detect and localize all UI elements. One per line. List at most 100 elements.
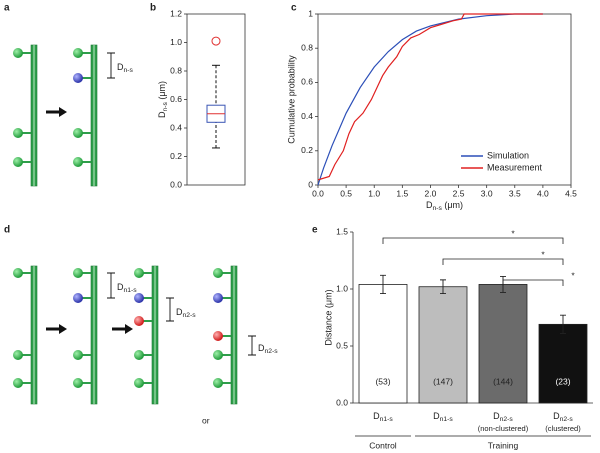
n-label: (23) — [555, 376, 570, 386]
x-tick-label: 4.0 — [537, 188, 549, 198]
label-base: D — [117, 62, 124, 72]
label: Dn-s — [117, 62, 134, 73]
group-label: Control — [369, 440, 397, 450]
plot-frame — [317, 13, 572, 186]
or-text: or — [202, 415, 210, 425]
significance-label: * — [571, 270, 575, 280]
x-tick-label: 4.5 — [565, 188, 577, 198]
label-base: D — [157, 111, 167, 118]
y-axis-label: Distance (μm) — [323, 289, 333, 345]
label: Dn-s (μm) — [157, 81, 168, 118]
label: Dn2-s — [553, 411, 573, 422]
spine-head — [213, 331, 223, 341]
label: Dn1-s — [117, 282, 137, 293]
significance-label: * — [511, 228, 515, 238]
label-base: D — [176, 307, 183, 317]
bar — [538, 323, 588, 404]
label-sub: n-s — [124, 67, 134, 74]
spine-head — [134, 350, 144, 360]
y-tick-label: 0.0 — [336, 397, 348, 407]
label: Dn-s (μm) — [426, 200, 463, 211]
x-tick-label: 3.0 — [481, 188, 493, 198]
significance-label: * — [541, 249, 545, 259]
outlier — [211, 36, 221, 46]
n-label: (144) — [493, 376, 513, 386]
arrow-head — [59, 324, 67, 334]
x-tick-label: 1.0 — [368, 188, 380, 198]
label-sub: n1-s — [440, 416, 454, 423]
spine-head — [73, 293, 83, 303]
spine-head — [73, 350, 83, 360]
plot-frame — [186, 13, 246, 186]
panel-label: d — [4, 225, 10, 236]
distance-bracket — [107, 52, 115, 79]
y-tick-label: 1.0 — [170, 37, 182, 47]
label-unit: (μm) — [157, 81, 167, 102]
y-tick-label: 0.0 — [170, 179, 182, 189]
label-sub: n2-s — [500, 416, 514, 423]
spine-head — [213, 268, 223, 278]
error-bar — [440, 279, 446, 295]
spine-head — [73, 48, 83, 58]
panel-label: c — [291, 3, 297, 14]
panel-label: e — [312, 225, 318, 236]
y-tick-label: 0.6 — [170, 94, 182, 104]
spine-head — [213, 350, 223, 360]
category-note: (non-clustered) — [478, 424, 529, 433]
y-tick-label: 1.0 — [336, 283, 348, 293]
x-tick-label: 3.5 — [509, 188, 521, 198]
spine-head — [134, 268, 144, 278]
bar — [418, 286, 468, 404]
legend-label: Measurement — [487, 162, 543, 172]
spine-head — [134, 293, 144, 303]
spine-head — [73, 128, 83, 138]
label-base: D — [553, 411, 560, 421]
bar — [358, 284, 408, 404]
distance-bracket — [248, 335, 256, 356]
spine-head — [13, 350, 23, 360]
label-base: D — [426, 200, 433, 210]
n-label: (53) — [375, 376, 390, 386]
distance-bracket — [166, 297, 174, 322]
panel-label: a — [4, 3, 10, 14]
label-base: D — [433, 411, 440, 421]
x-tick-label: 0.5 — [340, 188, 352, 198]
label: Dn2-s — [176, 307, 196, 318]
bar — [478, 284, 528, 404]
label-sub: n-s — [432, 205, 442, 212]
label-base: D — [373, 411, 380, 421]
spine-head — [213, 378, 223, 388]
spine-head — [73, 73, 83, 83]
label-sub: n1-s — [124, 287, 138, 294]
spine-head — [134, 378, 144, 388]
y-tick-label: 1 — [308, 8, 313, 18]
y-tick-label: 0.8 — [170, 65, 182, 75]
series-line — [317, 13, 543, 186]
significance-bracket — [442, 258, 564, 265]
x-tick-label: 2.0 — [425, 188, 437, 198]
group-label: Training — [488, 440, 519, 450]
arrow-head — [125, 324, 133, 334]
y-tick-label: 1.5 — [336, 226, 348, 236]
x-tick-label: 0.0 — [312, 188, 324, 198]
y-tick-label: 0.5 — [336, 340, 348, 350]
y-tick-label: 0.2 — [301, 145, 313, 155]
spine-head — [134, 316, 144, 326]
y-tick-label: 0.4 — [301, 111, 313, 121]
y-tick-label: 0.6 — [301, 77, 313, 87]
y-tick-label: 0.8 — [301, 42, 313, 52]
spine-head — [73, 157, 83, 167]
y-axis-label: Cumulative probability — [286, 55, 296, 144]
spine-head — [13, 268, 23, 278]
label: Dn2-s — [258, 343, 278, 354]
spine-head — [213, 293, 223, 303]
label-sub: n-s — [162, 102, 169, 112]
label: Dn1-s — [433, 411, 453, 422]
label: Dn1-s — [373, 411, 393, 422]
spine-head — [13, 128, 23, 138]
y-tick-label: 1.2 — [170, 8, 182, 18]
arrow-head — [59, 107, 67, 117]
n-label: (147) — [433, 376, 453, 386]
category-note: (clustered) — [545, 424, 581, 433]
error-bar — [560, 314, 566, 334]
